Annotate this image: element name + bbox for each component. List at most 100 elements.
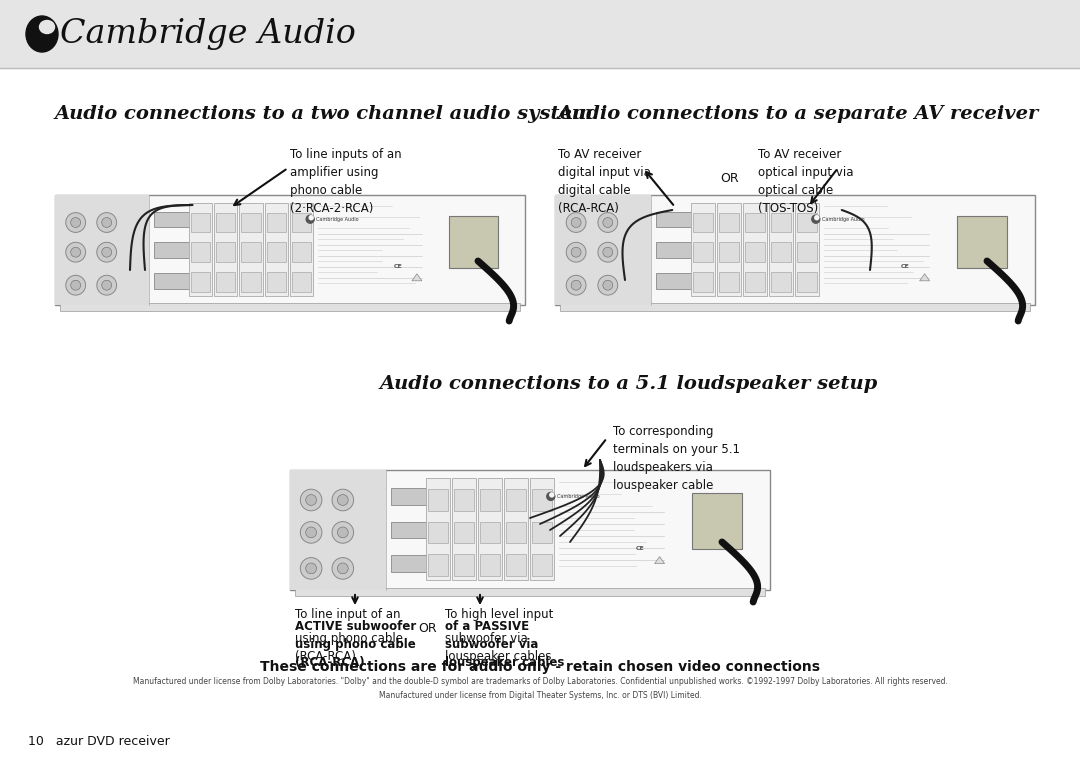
- Circle shape: [70, 217, 81, 227]
- Circle shape: [97, 213, 117, 233]
- Circle shape: [300, 489, 322, 510]
- FancyBboxPatch shape: [295, 588, 765, 596]
- Text: Audio connections to a separate AV receiver: Audio connections to a separate AV recei…: [558, 105, 1039, 123]
- FancyBboxPatch shape: [656, 211, 699, 227]
- FancyBboxPatch shape: [797, 272, 816, 291]
- Polygon shape: [654, 556, 664, 564]
- Text: CE: CE: [393, 264, 402, 269]
- FancyBboxPatch shape: [771, 213, 791, 233]
- FancyBboxPatch shape: [771, 272, 791, 291]
- Text: Manufactured under license from Dolby Laboratories. "Dolby" and the double-D sym: Manufactured under license from Dolby La…: [133, 677, 947, 686]
- FancyBboxPatch shape: [532, 522, 552, 543]
- FancyBboxPatch shape: [241, 213, 260, 233]
- Circle shape: [102, 217, 111, 227]
- FancyBboxPatch shape: [561, 303, 1030, 311]
- Circle shape: [306, 527, 316, 538]
- Circle shape: [300, 522, 322, 543]
- FancyBboxPatch shape: [292, 272, 311, 291]
- FancyBboxPatch shape: [289, 203, 313, 296]
- Circle shape: [97, 275, 117, 295]
- Text: Audio connections to a two channel audio system: Audio connections to a two channel audio…: [55, 105, 594, 123]
- Polygon shape: [919, 274, 930, 281]
- FancyBboxPatch shape: [292, 243, 311, 262]
- FancyBboxPatch shape: [190, 272, 210, 291]
- FancyBboxPatch shape: [455, 489, 474, 510]
- FancyBboxPatch shape: [532, 489, 552, 510]
- Circle shape: [546, 492, 555, 501]
- FancyBboxPatch shape: [391, 522, 434, 539]
- Circle shape: [550, 493, 554, 497]
- Text: OR: OR: [720, 172, 740, 185]
- FancyBboxPatch shape: [190, 243, 210, 262]
- Circle shape: [337, 563, 348, 574]
- FancyBboxPatch shape: [267, 243, 286, 262]
- Circle shape: [337, 494, 348, 505]
- Circle shape: [300, 558, 322, 579]
- FancyBboxPatch shape: [507, 554, 526, 575]
- Text: To corresponding
terminals on your 5.1
loudspeakers via
louspeaker cable: To corresponding terminals on your 5.1 l…: [613, 425, 740, 492]
- Text: Cambridge Audio: Cambridge Audio: [60, 18, 356, 50]
- FancyBboxPatch shape: [797, 243, 816, 262]
- FancyBboxPatch shape: [60, 303, 519, 311]
- FancyBboxPatch shape: [190, 213, 210, 233]
- Circle shape: [337, 527, 348, 538]
- Circle shape: [66, 275, 85, 295]
- FancyBboxPatch shape: [216, 272, 235, 291]
- Text: 10   azur DVD receiver: 10 azur DVD receiver: [28, 735, 170, 748]
- FancyBboxPatch shape: [719, 272, 739, 291]
- Text: OR: OR: [419, 622, 437, 635]
- FancyBboxPatch shape: [555, 195, 1035, 305]
- Text: using phono cable
(RCA-RCA): using phono cable (RCA-RCA): [295, 632, 403, 663]
- FancyBboxPatch shape: [530, 478, 554, 581]
- FancyBboxPatch shape: [292, 213, 311, 233]
- Circle shape: [598, 243, 618, 262]
- FancyBboxPatch shape: [55, 195, 149, 305]
- FancyBboxPatch shape: [291, 470, 386, 590]
- FancyArrowPatch shape: [811, 170, 836, 203]
- Text: To AV receiver
optical input via
optical cable
(TOS-TOS): To AV receiver optical input via optical…: [758, 148, 853, 215]
- Circle shape: [332, 522, 353, 543]
- FancyBboxPatch shape: [481, 554, 500, 575]
- FancyBboxPatch shape: [478, 478, 502, 581]
- FancyBboxPatch shape: [214, 203, 238, 296]
- Text: of a PASSIVE
subwoofer via
louspeaker cables: of a PASSIVE subwoofer via louspeaker ca…: [445, 620, 565, 669]
- Circle shape: [102, 247, 111, 257]
- Circle shape: [332, 558, 353, 579]
- FancyBboxPatch shape: [692, 493, 742, 549]
- FancyBboxPatch shape: [656, 243, 699, 258]
- Circle shape: [598, 213, 618, 233]
- FancyBboxPatch shape: [429, 554, 448, 575]
- FancyBboxPatch shape: [507, 522, 526, 543]
- FancyBboxPatch shape: [391, 555, 434, 572]
- Text: Audio connections to a 5.1 loudspeaker setup: Audio connections to a 5.1 loudspeaker s…: [380, 375, 878, 393]
- Text: To line input of an: To line input of an: [295, 608, 401, 639]
- Circle shape: [571, 217, 581, 227]
- FancyBboxPatch shape: [769, 203, 793, 296]
- FancyBboxPatch shape: [555, 195, 651, 305]
- FancyBboxPatch shape: [481, 522, 500, 543]
- FancyBboxPatch shape: [455, 554, 474, 575]
- Polygon shape: [411, 274, 422, 281]
- FancyBboxPatch shape: [719, 243, 739, 262]
- FancyArrowPatch shape: [234, 169, 286, 205]
- FancyBboxPatch shape: [745, 243, 765, 262]
- FancyBboxPatch shape: [717, 203, 741, 296]
- FancyBboxPatch shape: [693, 243, 713, 262]
- Text: To AV receiver
digital input via
digital cable
(RCA-RCA): To AV receiver digital input via digital…: [558, 148, 651, 215]
- FancyArrowPatch shape: [352, 595, 357, 603]
- Circle shape: [306, 563, 316, 574]
- Circle shape: [566, 275, 586, 295]
- FancyBboxPatch shape: [391, 488, 434, 505]
- Circle shape: [97, 243, 117, 262]
- Circle shape: [814, 216, 819, 220]
- Text: CE: CE: [636, 546, 645, 550]
- FancyBboxPatch shape: [154, 211, 197, 227]
- FancyBboxPatch shape: [504, 478, 528, 581]
- Circle shape: [66, 243, 85, 262]
- FancyBboxPatch shape: [189, 203, 212, 296]
- FancyBboxPatch shape: [957, 216, 1008, 268]
- Text: Manufactured under license from Digital Theater Systems, Inc. or DTS (BVI) Limit: Manufactured under license from Digital …: [379, 691, 701, 700]
- FancyBboxPatch shape: [455, 522, 474, 543]
- Circle shape: [102, 280, 111, 290]
- FancyBboxPatch shape: [745, 213, 765, 233]
